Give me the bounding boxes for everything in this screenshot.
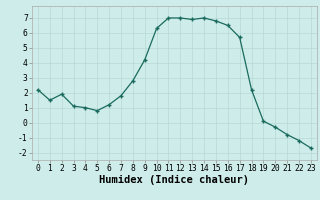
X-axis label: Humidex (Indice chaleur): Humidex (Indice chaleur) bbox=[100, 175, 249, 185]
